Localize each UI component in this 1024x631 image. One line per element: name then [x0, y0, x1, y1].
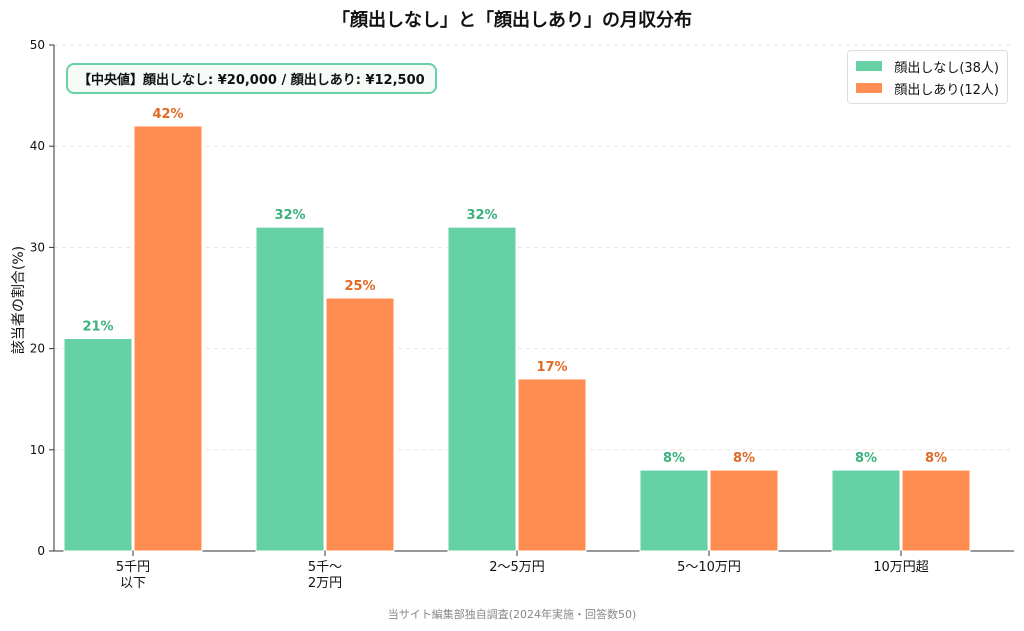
x-tick-label: 5千円	[116, 560, 150, 575]
bar	[447, 226, 517, 552]
data-label: 8%	[733, 451, 755, 466]
bar	[639, 469, 709, 552]
y-tick-label: 0	[37, 544, 45, 558]
x-tick-label: 2万円	[308, 576, 342, 591]
bar	[901, 469, 971, 552]
median-annotation: 【中央値】顔出しなし: ¥20,000 / 顔出しあり: ¥12,500	[66, 63, 437, 94]
y-tick-label: 30	[30, 240, 45, 254]
bar	[709, 469, 779, 552]
data-label: 25%	[344, 279, 375, 294]
legend-label-with-face: 顔出しあり(12人)	[894, 82, 999, 98]
data-label: 42%	[152, 107, 183, 122]
chart-title: 「顔出しなし」と「顔出しあり」の月収分布	[332, 10, 692, 31]
bar	[133, 125, 203, 552]
bar	[63, 337, 133, 552]
bar	[255, 226, 325, 552]
data-label: 21%	[82, 319, 113, 334]
legend-item-with-face: 顔出しあり(12人)	[856, 77, 999, 99]
legend-swatch-with-face	[856, 83, 883, 93]
legend-item-no-face: 顔出しなし(38人)	[856, 55, 999, 77]
data-label: 32%	[274, 208, 305, 223]
legend-swatch-no-face	[856, 61, 883, 71]
x-tick-label: 以下	[120, 576, 146, 591]
y-tick-label: 40	[30, 139, 45, 153]
x-tick-label: 10万円超	[873, 560, 929, 575]
y-tick-label: 50	[30, 38, 45, 52]
footnote: 当サイト編集部独自調査(2024年実施・回答数50)	[387, 608, 637, 621]
x-tick-label: 5千〜	[308, 560, 342, 575]
legend-label-no-face: 顔出しなし(38人)	[894, 60, 999, 76]
bar	[831, 469, 901, 552]
y-tick-label: 10	[30, 443, 45, 457]
data-label: 32%	[466, 208, 497, 223]
data-label: 17%	[536, 360, 567, 375]
bar	[325, 297, 395, 552]
legend: 顔出しなし(38人) 顔出しあり(12人)	[847, 50, 1008, 104]
y-tick-label: 20	[30, 342, 45, 356]
x-tick-label: 5〜10万円	[677, 560, 741, 575]
data-label: 8%	[663, 451, 685, 466]
bar	[517, 378, 587, 552]
data-label: 8%	[855, 451, 877, 466]
data-label: 8%	[925, 451, 947, 466]
x-tick-label: 2〜5万円	[489, 560, 545, 575]
